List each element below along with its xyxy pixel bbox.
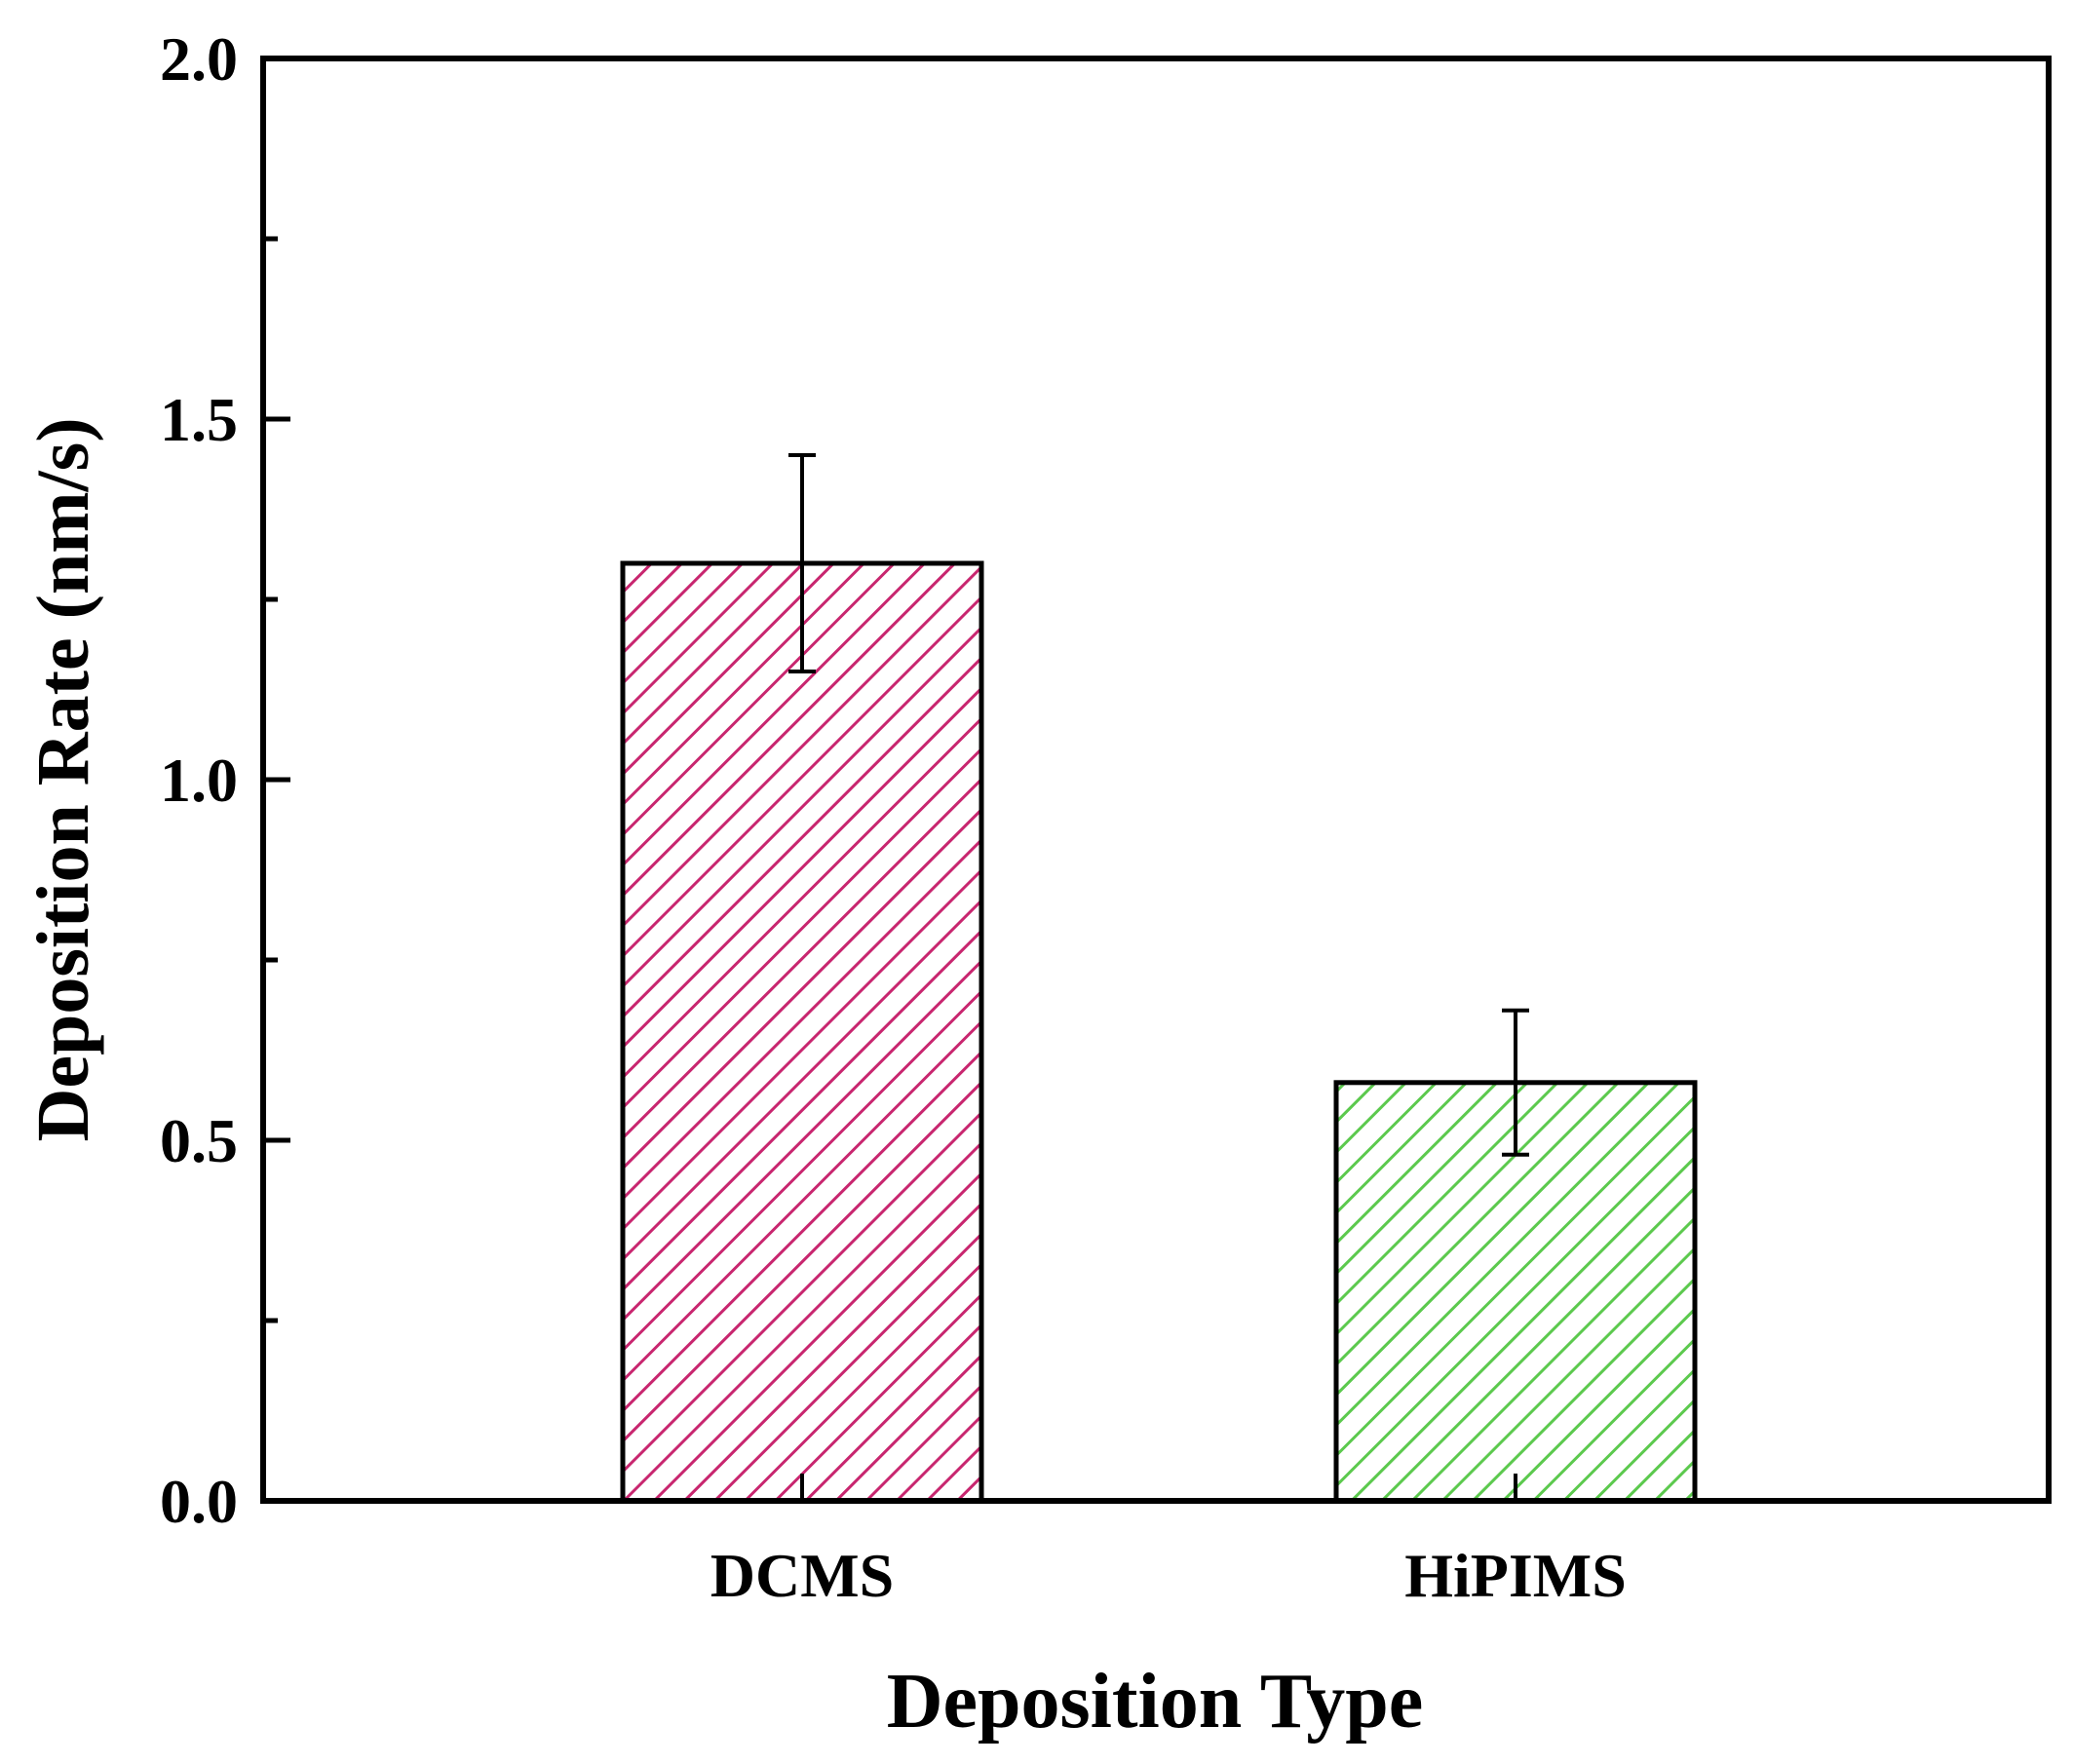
error-bar-hipims <box>1502 1008 1529 1501</box>
error-bar-dcms <box>788 453 816 1501</box>
x-axis-label: Deposition Type <box>887 1659 1423 1745</box>
y-tick-label: 0.0 <box>160 1467 238 1536</box>
y-axis: 0.0 0.5 1.0 1.5 2.0 <box>160 24 290 1536</box>
bars-layer <box>620 560 1698 1504</box>
y-tick-label: 1.0 <box>160 746 238 815</box>
x-axis: DCMS HiPIMS <box>710 1541 1627 1610</box>
x-tick-label-hipims: HiPIMS <box>1404 1541 1627 1610</box>
y-tick-label: 2.0 <box>160 24 238 94</box>
x-tick-label-dcms: DCMS <box>710 1541 894 1610</box>
y-tick-label: 1.5 <box>160 385 238 454</box>
y-axis-label: Deposition Rate (nm/s) <box>22 417 104 1141</box>
bar-dcms <box>620 560 984 1504</box>
error-bars-layer <box>788 453 1529 1501</box>
y-tick-label: 0.5 <box>160 1106 238 1175</box>
plot-frame <box>260 56 2052 1504</box>
